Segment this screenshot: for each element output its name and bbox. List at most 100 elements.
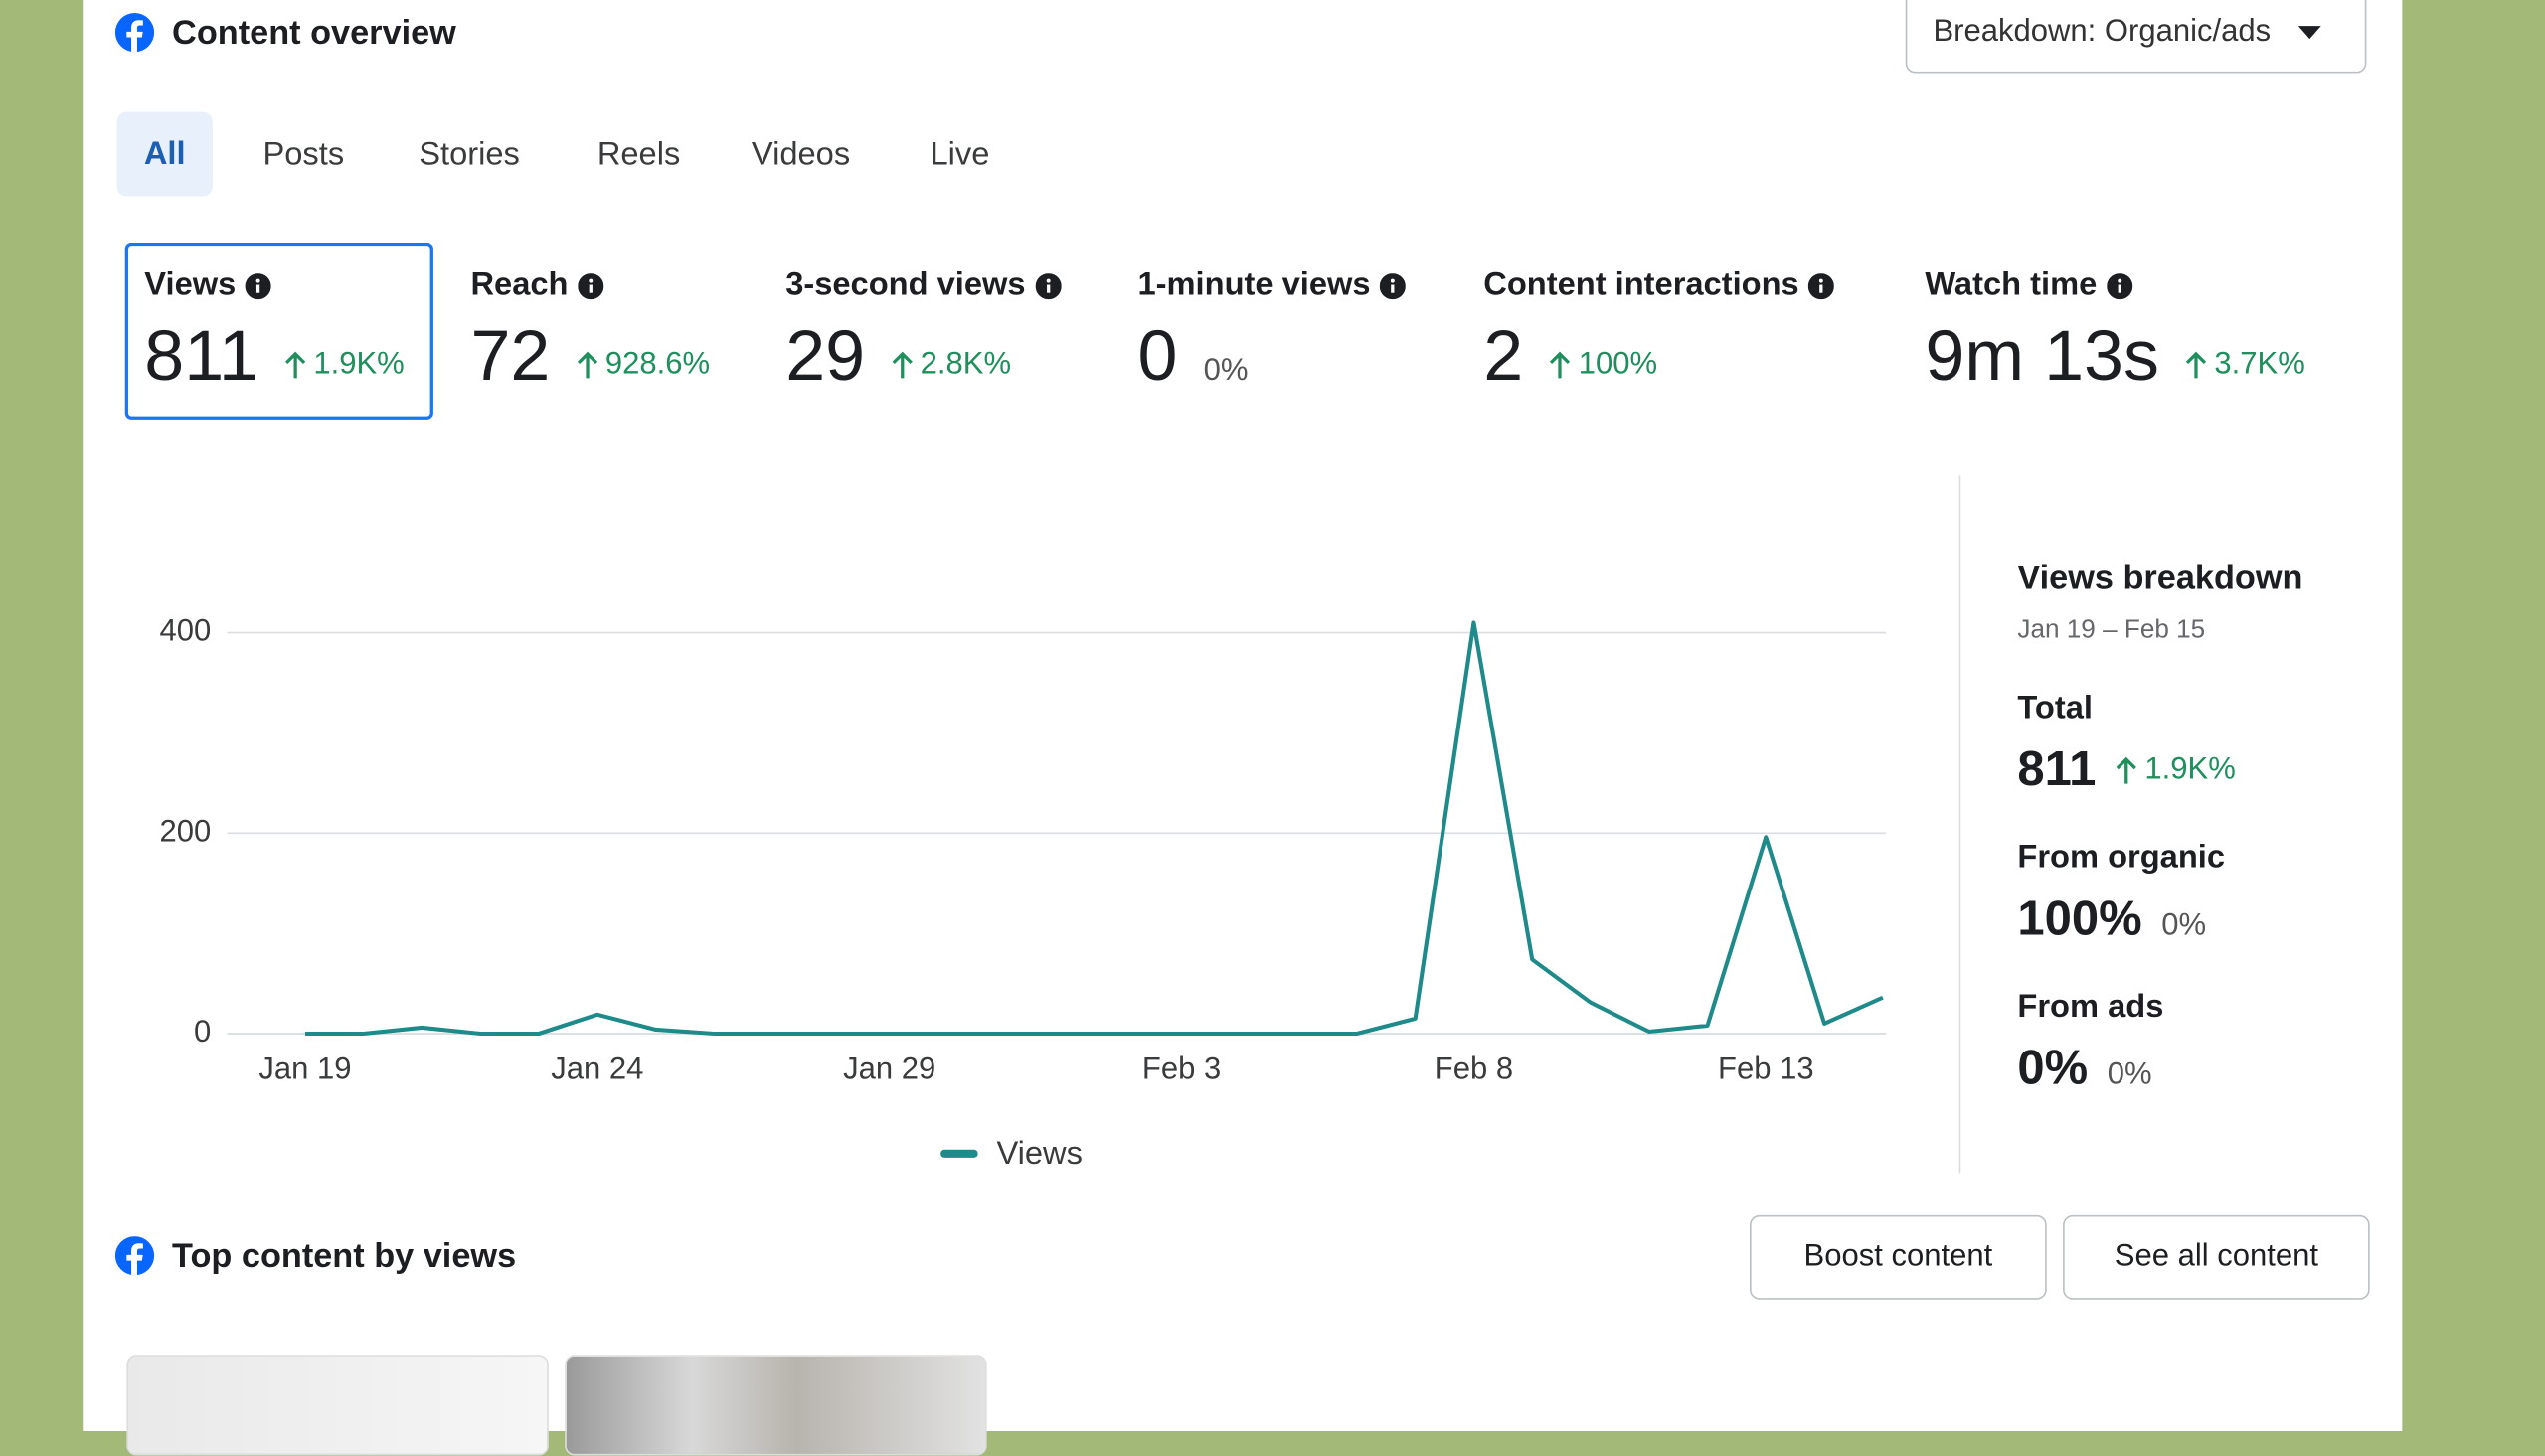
metric-card[interactable] [126, 243, 419, 417]
metric-value: 0 0% [1137, 316, 1248, 398]
change: 0% [2108, 1057, 2152, 1093]
y-tick-label: 200 [159, 813, 211, 848]
date-range: Jan 19 – Feb 15 [2017, 616, 2206, 645]
x-tick-label: Feb 8 [1435, 1052, 1513, 1086]
change-value: 2.8K% [920, 347, 1012, 382]
metric-value: 9m 13s 3.7K% [1925, 316, 2304, 398]
change: 1.9K% [2116, 753, 2236, 789]
change: 2.8K% [891, 347, 1011, 383]
y-tick-label: 400 [159, 613, 211, 648]
metric-label: Watch time [1925, 266, 2133, 305]
info-icon [1380, 272, 1407, 299]
metric-label: Reach [470, 266, 604, 305]
legend-label: Views [996, 1134, 1082, 1171]
metric-name: 3-second views [785, 266, 1026, 303]
change-value: 3.7K% [2214, 347, 2305, 382]
metric-name: 1-minute views [1137, 266, 1371, 303]
change: 1.9K% [284, 347, 405, 383]
info-icon [1035, 272, 1062, 299]
change: 928.6% [577, 347, 711, 383]
change-value: 1.9K% [2144, 752, 2236, 787]
metric-card[interactable] [453, 243, 746, 417]
content-thumbnail[interactable] [126, 1355, 549, 1456]
x-tick-label: Feb 3 [1142, 1052, 1221, 1086]
change: 0% [2161, 908, 2206, 944]
metric-card[interactable] [767, 243, 1060, 417]
divider [1958, 475, 1961, 1174]
metric-label: 3-second views [785, 266, 1062, 305]
tab[interactable]: Live [930, 136, 990, 173]
tab[interactable]: Videos [751, 136, 851, 173]
breakdown-value: 811 1.9K% [2017, 743, 2235, 799]
metric-value: 2 100% [1483, 316, 1657, 398]
metric-card[interactable] [1465, 243, 1758, 417]
up-arrow [2186, 351, 2207, 379]
change-value: 0% [2161, 908, 2207, 943]
metric-name: Views [144, 266, 237, 303]
facebook-icon [114, 13, 155, 53]
x-tick-label: Feb 13 [1718, 1052, 1814, 1086]
tab[interactable]: Posts [262, 136, 345, 173]
x-tick-label: Jan 29 [843, 1052, 935, 1086]
metric-value: 72 928.6% [470, 316, 710, 398]
metric-number: 9m 13s [1925, 316, 2159, 397]
tab[interactable]: All [116, 111, 213, 197]
metric-name: Reach [470, 266, 569, 303]
button[interactable]: Boost content [1749, 1214, 2047, 1300]
tab[interactable]: Stories [419, 136, 520, 173]
tab[interactable]: Reels [596, 136, 681, 173]
breakdown-number: 811 [2017, 742, 2097, 797]
up-arrow [2117, 756, 2137, 784]
change-value: 1.9K% [313, 347, 405, 382]
section-title: Top content by views [172, 1237, 517, 1276]
metric-card[interactable] [1907, 243, 2199, 417]
info-icon [1808, 272, 1835, 299]
breakdown-number: 0% [2017, 1042, 2089, 1096]
metric-number: 2 [1483, 316, 1524, 397]
breakdown-label: Total [2017, 690, 2093, 727]
metric-label: 1-minute views [1137, 266, 1407, 305]
info-icon [578, 272, 604, 299]
breakdown-dropdown[interactable]: Breakdown: Organic/ads [1905, 0, 2367, 74]
caret [2297, 25, 2321, 39]
x-tick-label: Jan 24 [551, 1052, 643, 1086]
change-value: 100% [1578, 347, 1658, 382]
selected-metric-box [124, 243, 433, 420]
button[interactable]: See all content [2063, 1214, 2370, 1300]
up-arrow [1550, 351, 1571, 379]
metric-label: Views [144, 266, 272, 305]
up-arrow [577, 351, 598, 379]
metric-label: Content interactions [1483, 266, 1835, 305]
content-thumbnail[interactable] [565, 1355, 987, 1456]
change: 0% [1204, 354, 1249, 390]
facebook-icon [114, 1236, 155, 1276]
breakdown-label: From organic [2017, 839, 2226, 876]
breakdown-value: 100% 0% [2017, 892, 2206, 948]
info-icon [246, 272, 272, 299]
section-title: Content overview [172, 14, 456, 53]
change: 100% [1549, 347, 1657, 383]
metric-number: 0 [1137, 316, 1178, 397]
breakdown-number: 100% [2017, 891, 2142, 946]
y-tick-label: 0 [194, 1014, 211, 1049]
metric-name: Content interactions [1483, 266, 1799, 303]
x-tick-label: Jan 19 [258, 1052, 351, 1086]
breakdown-title: Views breakdown [2017, 560, 2303, 597]
change-value: 928.6% [604, 347, 711, 382]
metric-number: 29 [785, 316, 866, 397]
breakdown-label: From ads [2017, 989, 2164, 1026]
info-icon [2107, 272, 2133, 299]
up-arrow [892, 351, 913, 379]
change-value: 0% [1203, 353, 1249, 389]
change-value: 0% [2107, 1057, 2152, 1092]
metric-value: 29 2.8K% [785, 316, 1011, 398]
metric-name: Watch time [1925, 266, 2098, 303]
up-arrow [285, 351, 306, 379]
metric-number: 72 [470, 316, 551, 397]
metric-card[interactable] [1120, 243, 1413, 417]
change: 3.7K% [2185, 347, 2305, 383]
metric-value: 811 1.9K% [144, 316, 404, 398]
